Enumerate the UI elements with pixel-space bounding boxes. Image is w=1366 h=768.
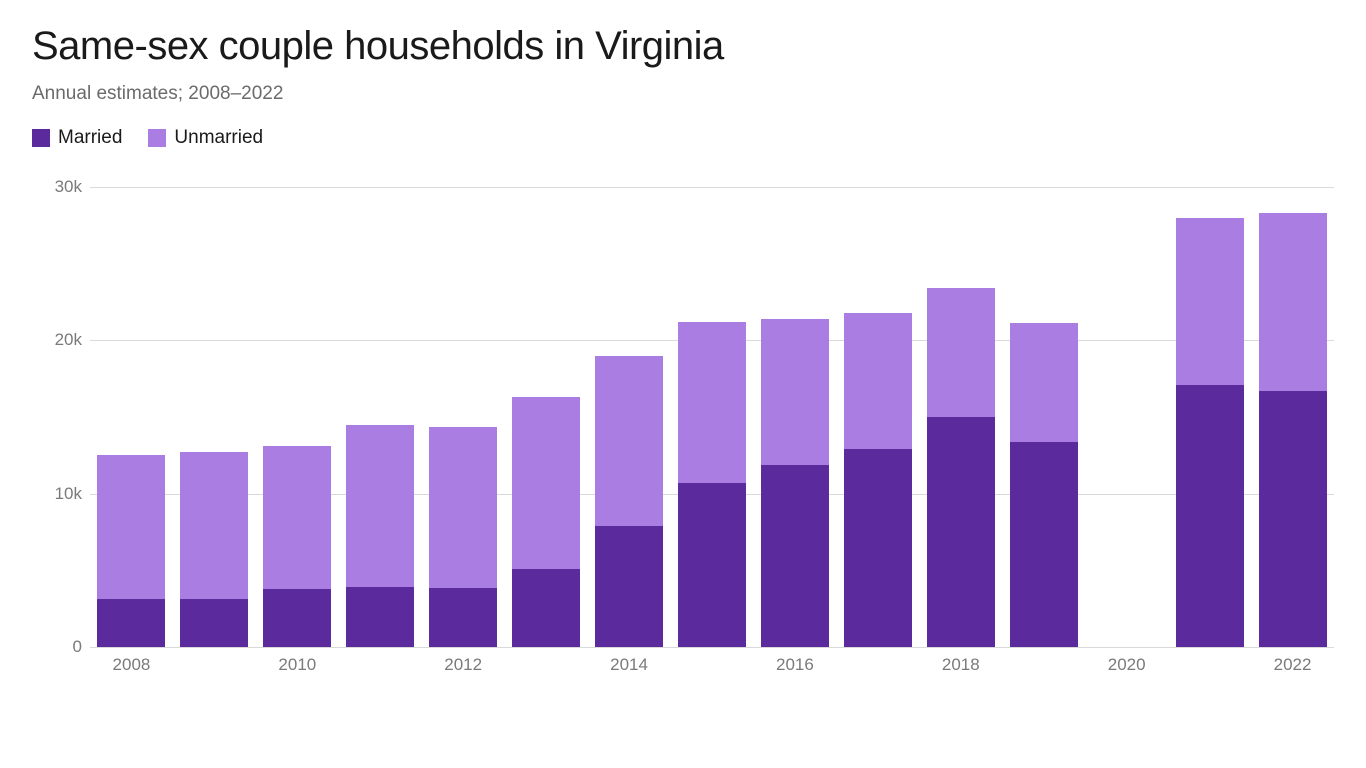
plot-area (90, 187, 1334, 647)
x-axis-tick: 2012 (444, 655, 482, 675)
bar-segment-married (927, 417, 995, 647)
x-axis-tick: 2016 (776, 655, 814, 675)
bar-segment-married (1176, 385, 1244, 647)
bar-segment-married (678, 483, 746, 647)
legend-item: Unmarried (148, 127, 263, 149)
y-axis-tick: 0 (32, 637, 82, 657)
bar (263, 187, 331, 647)
legend-label: Unmarried (174, 127, 263, 149)
bar-segment-married (595, 526, 663, 647)
bar-segment-unmarried (512, 397, 580, 569)
bar-segment-married (429, 588, 497, 647)
x-axis-tick: 2008 (113, 655, 151, 675)
bar-segment-unmarried (844, 313, 912, 449)
bar-segment-married (761, 465, 829, 647)
bar-segment-married (180, 599, 248, 647)
bar-segment-unmarried (97, 455, 165, 599)
bar-segment-unmarried (1176, 218, 1244, 385)
bar (97, 187, 165, 647)
chart-subtitle: Annual estimates; 2008–2022 (32, 83, 1334, 105)
bar (346, 187, 414, 647)
bar (1259, 187, 1327, 647)
y-axis-tick: 20k (32, 330, 82, 350)
bar-segment-married (512, 569, 580, 647)
bar (180, 187, 248, 647)
bar-segment-married (263, 589, 331, 647)
bar-segment-married (844, 449, 912, 647)
bar-segment-married (1259, 391, 1327, 647)
x-axis-tick: 2014 (610, 655, 648, 675)
x-axis-tick: 2010 (278, 655, 316, 675)
x-axis-tick: 2018 (942, 655, 980, 675)
bars-group (90, 187, 1334, 647)
bar-segment-unmarried (761, 319, 829, 465)
y-axis-tick: 10k (32, 484, 82, 504)
bar (927, 187, 995, 647)
legend-swatch (32, 129, 50, 147)
bar (678, 187, 746, 647)
bar-segment-married (1010, 442, 1078, 647)
gridline (90, 647, 1334, 648)
legend-label: Married (58, 127, 122, 149)
bar (844, 187, 912, 647)
bar (429, 187, 497, 647)
bar-segment-married (346, 587, 414, 647)
bar (1093, 187, 1161, 647)
y-axis-tick: 30k (32, 177, 82, 197)
bar-segment-unmarried (180, 452, 248, 599)
bar-segment-unmarried (678, 322, 746, 483)
legend: Married Unmarried (32, 127, 1334, 149)
legend-swatch (148, 129, 166, 147)
bar (595, 187, 663, 647)
bar-segment-unmarried (1259, 213, 1327, 391)
bar (512, 187, 580, 647)
legend-item: Married (32, 127, 122, 149)
bar (1010, 187, 1078, 647)
bar-segment-unmarried (429, 427, 497, 588)
bar (1176, 187, 1244, 647)
bar (761, 187, 829, 647)
bar-segment-unmarried (1010, 323, 1078, 441)
chart-title: Same-sex couple households in Virginia (32, 24, 1334, 69)
chart: 0 10k 20k 30k 2008 2010 2012 2014 2016 2018 2020 2… (32, 177, 1334, 707)
bar-segment-unmarried (927, 288, 995, 417)
x-axis-tick: 2022 (1274, 655, 1312, 675)
bar-segment-unmarried (595, 356, 663, 526)
bar-segment-married (97, 599, 165, 647)
x-axis-tick: 2020 (1108, 655, 1146, 675)
bar-segment-unmarried (263, 446, 331, 589)
bar-segment-unmarried (346, 425, 414, 588)
